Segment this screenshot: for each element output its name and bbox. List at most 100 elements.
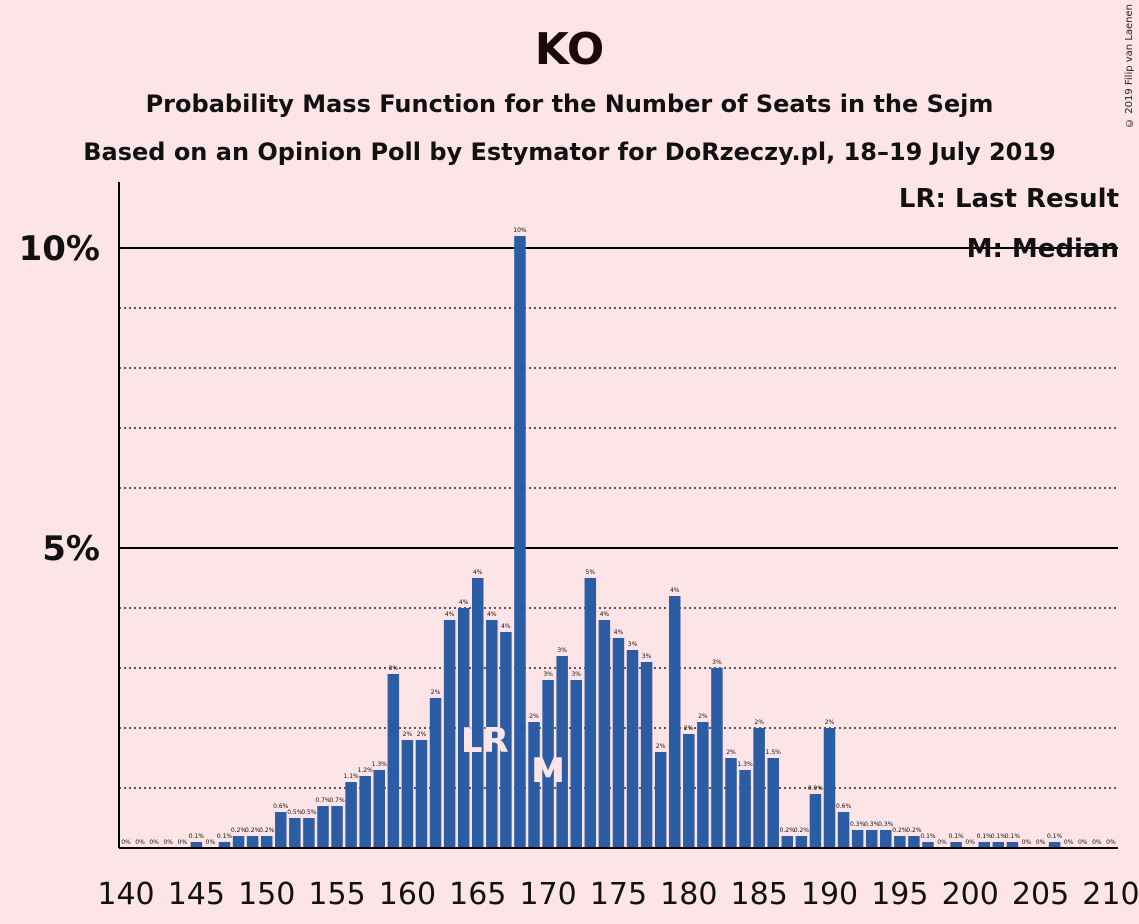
x-tick-label: 165	[449, 877, 506, 912]
bar	[260, 836, 273, 848]
bar	[950, 842, 962, 848]
bar-value-label: 1.1%	[343, 773, 359, 780]
bar	[584, 578, 597, 848]
bar-value-label: 0.1%	[1047, 833, 1063, 840]
bar-value-label: 0.1%	[977, 833, 993, 840]
bar-value-label: 1.2%	[358, 767, 374, 774]
bar	[429, 698, 442, 848]
bar	[556, 656, 568, 848]
bar-value-label: 2%	[698, 713, 708, 720]
bar-value-label: 0.2%	[259, 827, 275, 834]
bar	[837, 812, 850, 848]
bar	[415, 740, 428, 848]
bar-value-label: 0%	[178, 839, 188, 846]
bar	[767, 758, 779, 848]
bar-value-label: 3%	[712, 659, 722, 666]
legend-last-result: LR: Last Result	[898, 184, 1119, 214]
y-tick-label: 10%	[19, 229, 100, 269]
bar-value-label: 0.3%	[878, 821, 894, 828]
bar-value-label: 0.2%	[231, 827, 247, 834]
bar-value-label: 4%	[473, 569, 483, 576]
bar-value-label: 0%	[1036, 839, 1046, 846]
bar	[303, 818, 315, 848]
bar-value-label: 0%	[937, 839, 947, 846]
bar	[457, 608, 470, 848]
bar	[922, 842, 934, 848]
bar	[809, 794, 822, 848]
bar-value-label: 0%	[149, 839, 159, 846]
bar	[373, 770, 386, 848]
bar	[880, 830, 892, 848]
bar-value-label: 2%	[431, 689, 441, 696]
bar-value-label: 4%	[670, 587, 680, 594]
x-tick-label: 170	[519, 877, 576, 912]
bar-value-label: 0.6%	[836, 803, 852, 810]
bar	[668, 596, 681, 848]
bar	[232, 836, 245, 848]
bar-value-label: 0%	[1022, 839, 1032, 846]
bar-value-label: 0%	[1078, 839, 1088, 846]
bar-value-label: 0.2%	[794, 827, 810, 834]
bar	[739, 770, 751, 848]
chart-subtitle-source: Based on an Opinion Poll by Estymator fo…	[83, 138, 1056, 166]
bar-value-label: 4%	[614, 629, 624, 636]
bar	[992, 842, 1005, 848]
median-marker: M	[531, 751, 565, 791]
x-tick-label: 200	[942, 877, 999, 912]
bar-value-label: 3%	[389, 665, 399, 672]
bar-value-label: 2%	[684, 725, 694, 732]
bar-value-label: 0.2%	[780, 827, 796, 834]
bar-value-label: 2%	[403, 731, 413, 738]
bar	[331, 806, 343, 848]
x-tick-label: 205	[1012, 877, 1069, 912]
bar	[753, 728, 765, 848]
bar-value-label: 2%	[529, 713, 539, 720]
bar-value-label: 2%	[656, 743, 666, 750]
bar	[275, 812, 287, 848]
x-tick-label: 150	[238, 877, 295, 912]
bar-value-label: 4%	[600, 611, 610, 618]
bar-value-label: 0%	[1092, 839, 1102, 846]
bar	[443, 620, 456, 848]
bar-value-label: 0.1%	[949, 833, 965, 840]
x-tick-label: 185	[731, 877, 788, 912]
bar-value-label: 10%	[513, 227, 527, 234]
bar-value-label: 0.2%	[245, 827, 261, 834]
bar-value-label: 0.2%	[892, 827, 908, 834]
bar-value-label: 0.7%	[315, 797, 331, 804]
bar-value-label: 3%	[642, 653, 652, 660]
bar-value-label: 0.2%	[906, 827, 922, 834]
bar-value-label: 2%	[417, 731, 427, 738]
bar-value-label: 0.1%	[920, 833, 936, 840]
bar	[359, 776, 371, 848]
bar-value-label: 3%	[543, 671, 553, 678]
bar-value-label: 0.3%	[864, 821, 880, 828]
bar-value-label: 4%	[501, 623, 511, 630]
bar	[317, 806, 329, 848]
x-tick-label: 190	[801, 877, 858, 912]
bar	[472, 578, 484, 848]
bar-value-label: 0.5%	[287, 809, 303, 816]
x-tick-label: 160	[379, 877, 436, 912]
bar-value-label: 2%	[754, 719, 764, 726]
x-tick-label: 180	[660, 877, 717, 912]
bar	[345, 782, 357, 848]
bar	[1006, 842, 1019, 848]
bar	[908, 836, 920, 848]
x-tick-label: 210	[1082, 877, 1139, 912]
bar	[683, 734, 695, 848]
bar-value-label: 3%	[571, 671, 581, 678]
bar	[528, 722, 540, 848]
bar-value-label: 0%	[121, 839, 131, 846]
chart-subtitle: Probability Mass Function for the Number…	[145, 90, 994, 118]
bar	[514, 236, 526, 848]
y-tick-label: 5%	[42, 529, 100, 569]
bar-value-label: 0.1%	[1005, 833, 1021, 840]
bar	[612, 638, 625, 848]
bar	[500, 632, 512, 848]
x-tick-label: 140	[97, 877, 154, 912]
bar	[246, 836, 259, 848]
bar	[190, 842, 203, 848]
bar	[289, 818, 301, 848]
